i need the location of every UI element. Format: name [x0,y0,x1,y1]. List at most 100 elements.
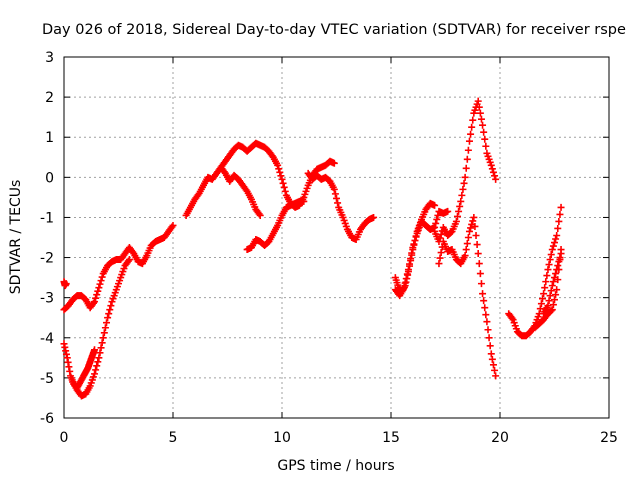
data-point-marker [452,217,460,225]
data-point-marker [552,235,560,243]
data-point-marker [469,217,477,225]
data-point-marker [489,168,497,176]
y-tick-label: 1 [45,130,54,146]
data-point-marker [242,186,250,194]
data-point-marker [463,155,471,163]
data-point-marker [551,239,558,247]
data-point-marker [400,284,408,292]
data-point-marker [483,318,491,326]
y-tick-label: 0 [45,170,54,186]
x-tick-label: 25 [600,430,618,446]
data-point-marker [553,231,561,239]
series-arc-2 [60,221,177,314]
x-axis-label: GPS time / hours [277,458,394,474]
data-point-marker [548,246,556,254]
data-point-marker [491,366,499,374]
data-point-marker [104,314,112,322]
data-point-marker [403,270,411,278]
data-point-marker [94,358,102,366]
data-point-marker [92,294,100,302]
data-point-marker [547,307,555,315]
data-point-marker [482,311,490,319]
series-arc-3 [60,340,99,392]
y-tick-label: 3 [45,50,54,66]
data-point-marker [168,223,176,231]
data-point-marker [65,363,73,371]
data-point-marker [537,300,545,308]
y-tick-label: -3 [40,291,54,307]
data-point-marker [437,249,445,257]
data-point-marker [401,279,409,287]
data-point-marker [480,128,488,136]
data-point-marker [458,191,466,199]
plot-frame [63,56,610,419]
y-tick-label: -5 [40,371,54,387]
data-point-marker [406,260,414,268]
data-point-marker [487,161,495,169]
data-point-marker [536,305,544,313]
data-point-marker [436,234,444,242]
data-point-marker [481,135,489,143]
data-point-marker [475,103,483,111]
data-point-marker [459,185,467,193]
data-point-marker [554,224,562,232]
data-point-marker [545,261,553,269]
data-point-marker [100,329,108,337]
data-point-marker [330,185,338,193]
data-point-marker [276,168,284,176]
data-point-marker [546,292,554,300]
chart-title: Day 026 of 2018, Sidereal Day-to-day VTE… [42,22,626,38]
data-point-marker [472,231,480,239]
data-point-marker [461,173,469,181]
data-point-marker [402,275,410,283]
data-point-marker [474,97,482,105]
data-point-marker [492,372,500,380]
data-point-marker [491,172,499,180]
data-point-marker [432,219,440,227]
data-point-marker [277,172,285,180]
axis-ticks: 0 5 10 15 20 25 -6 -5 -4 -3 -2 -1 0 1 2 3 [40,50,618,446]
data-point-marker [91,346,99,354]
data-point-marker [453,212,461,220]
data-point-marker [539,295,547,303]
series-arc-7 [243,197,308,254]
y-tick-label: -4 [40,331,54,347]
data-point-marker [456,202,464,210]
data-point-marker [487,350,495,358]
data-point-marker [462,246,470,254]
data-point-marker [480,297,488,305]
data-point-marker [549,242,557,250]
data-point-marker [437,230,445,238]
data-point-marker [435,260,443,268]
data-point-marker [280,183,288,191]
data-point-marker [474,250,482,258]
data-point-marker [436,254,444,262]
data-point-marker [476,270,484,278]
data-point-marker [462,164,470,172]
series-arc-11 [431,97,500,246]
data-point-marker [544,302,552,310]
x-tick-label: 10 [273,430,291,446]
data-point-marker [486,342,494,350]
data-point-marker [125,256,133,264]
y-tick-label: -6 [40,411,54,427]
y-tick-label: -1 [40,210,54,226]
data-point-marker [99,334,107,342]
data-point-marker [471,222,479,230]
data-point-marker [549,301,557,309]
data-point-marker [64,358,72,366]
data-point-marker [63,354,71,362]
series-arc-8 [304,169,378,244]
data-point-marker [194,191,202,199]
data-point-marker [107,302,115,310]
data-point-marker [546,256,554,264]
data-point-marker [62,350,70,358]
data-point-marker [551,296,558,304]
data-point-marker [508,314,516,322]
data-point-marker [60,340,68,348]
data-point-marker [94,287,102,295]
data-point-marker [473,241,481,249]
y-tick-label: -2 [40,251,54,267]
data-point-marker [553,266,561,274]
data-points [60,97,565,400]
